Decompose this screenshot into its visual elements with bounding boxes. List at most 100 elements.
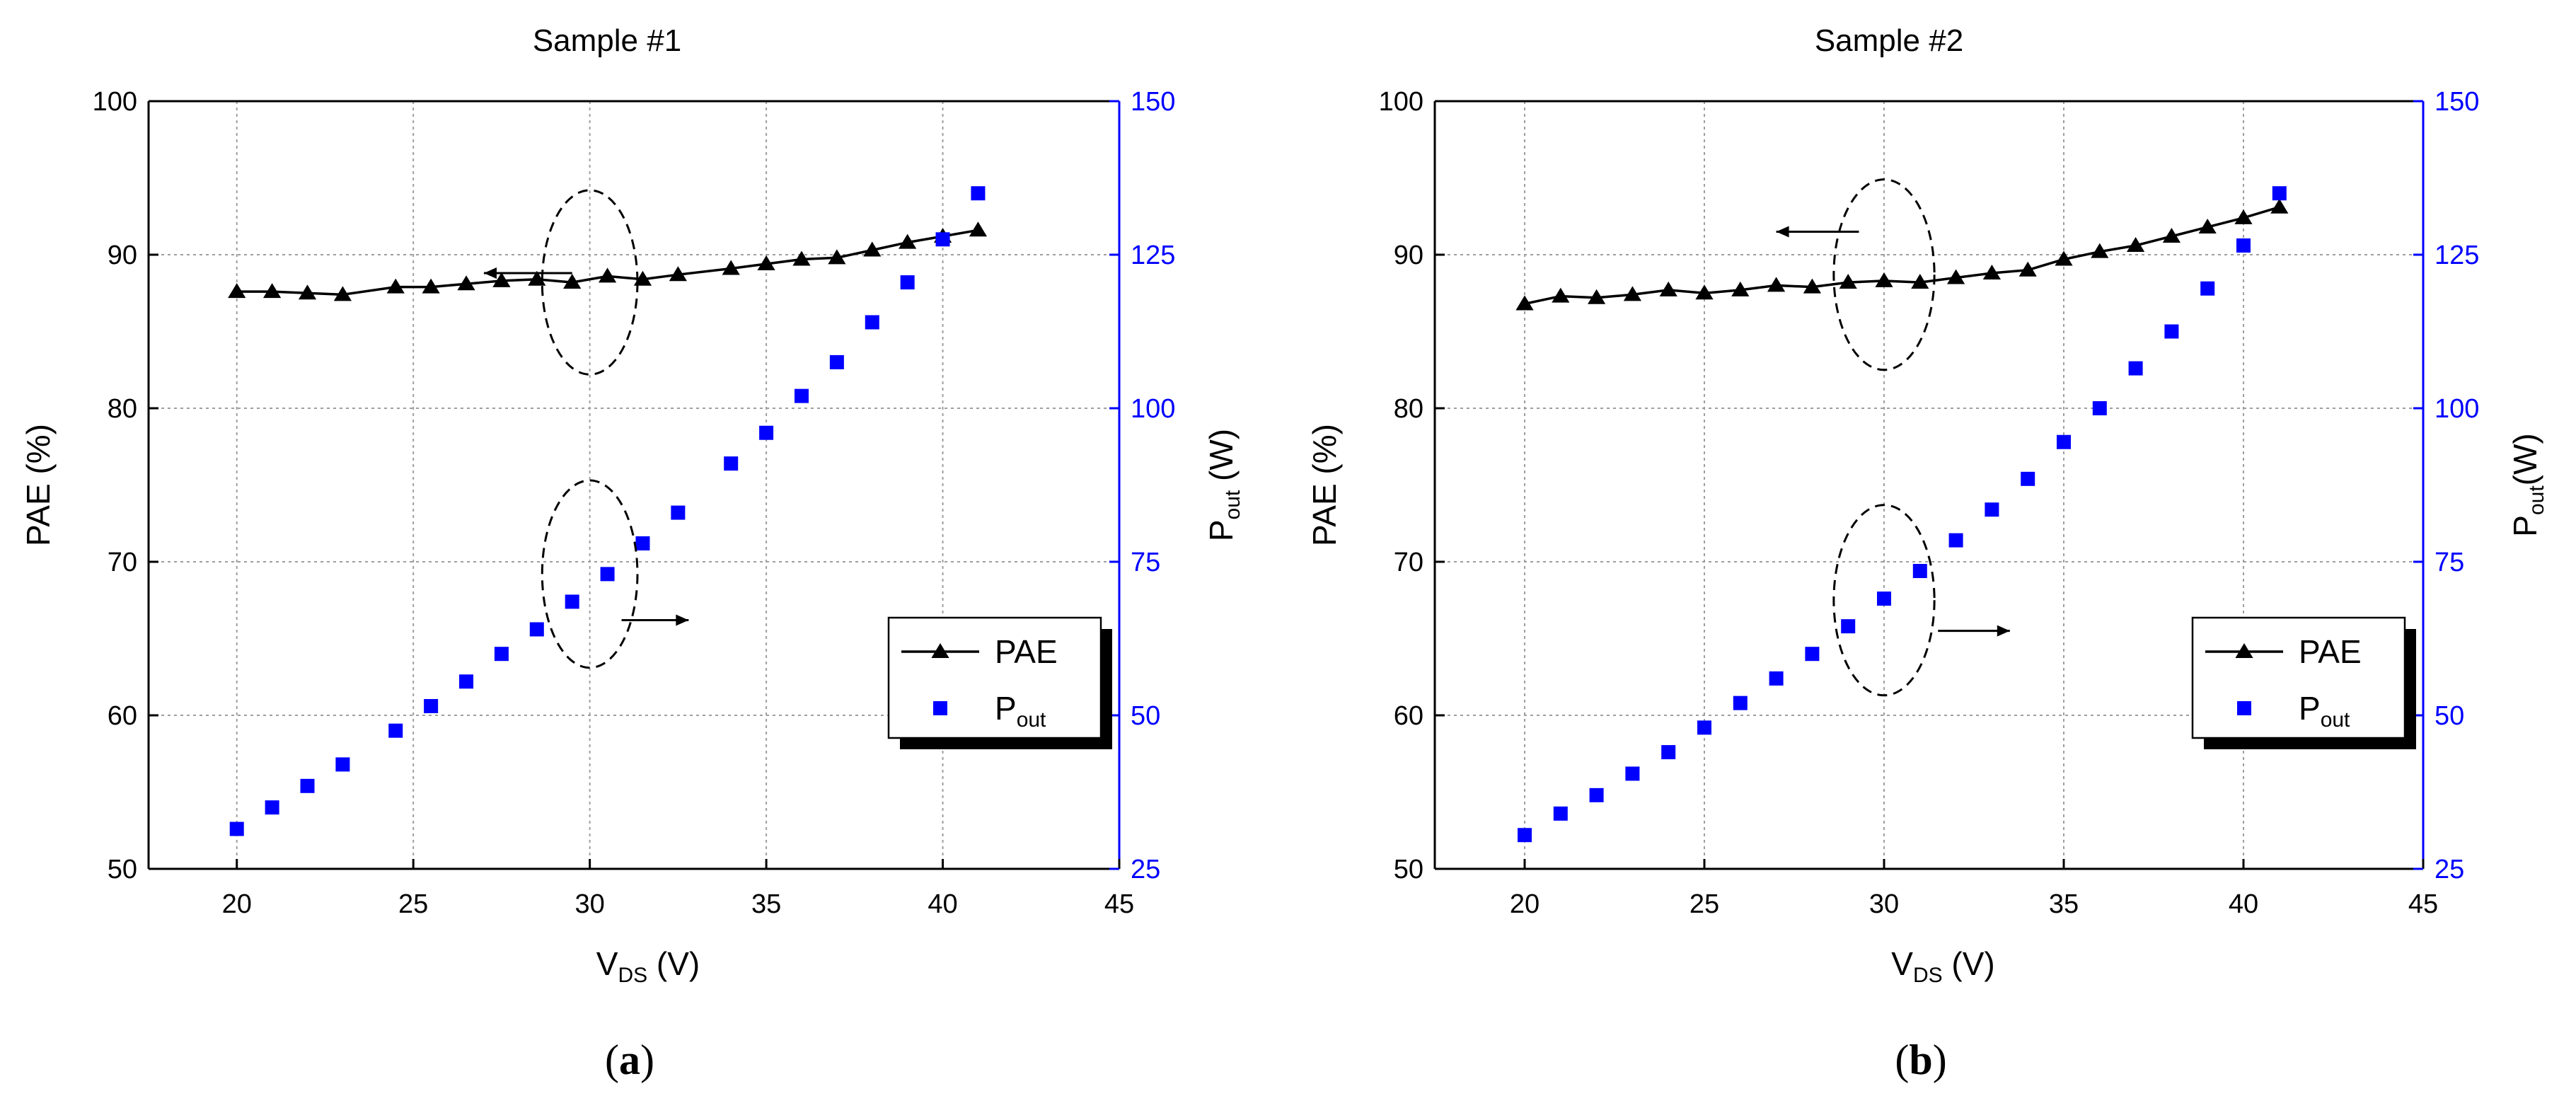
annotation-dashed-ellipse [541,189,639,376]
y-left-tick-label: 70 [1394,548,1423,577]
panel-label-letter: b [1909,1037,1932,1083]
x-tick-label: 40 [928,889,957,919]
legend-entry-label: PAE [2299,633,2362,670]
pout-data-point [459,674,474,689]
legend-entry-subscript: out [2321,708,2350,732]
pout-data-point [2092,401,2107,415]
pout-data-point [1625,766,1640,781]
legend-triangle-swatch [2235,643,2253,658]
pae-data-point [2234,209,2253,224]
legend-triangle-swatch [931,643,949,658]
x-tick-label: 30 [1869,889,1899,919]
pae-data-point [298,284,317,300]
pae-series-line [236,229,978,296]
legend-entry-pout: Pout [2237,690,2350,732]
pae-data-point [1911,274,1929,289]
pae-data-point [263,283,282,299]
y-left-tick-label: 50 [108,855,137,884]
y-right-axis-label-unit: (W) [2507,433,2543,485]
pae-data-point [669,266,687,282]
y-right-axis-label-subscript: out [2525,485,2548,515]
x-tick-label: 35 [2049,889,2079,919]
annotation-PAE-left-axis-arrow [483,189,639,376]
grid-lines [1435,101,2423,869]
pout-data-point [1948,533,1963,548]
y-right-axis-label: Pout (W) [1203,429,1244,541]
y-left-tick-label: 100 [1379,87,1423,117]
x-axis-label: VDS (V) [596,945,700,987]
pout-data-point [335,757,350,772]
pout-data-point [1589,787,1604,802]
series-pout [1518,186,2287,843]
x-tick-label: 35 [751,889,781,919]
legend-entry-subscript: out [1017,708,1046,732]
pout-data-point [865,315,879,330]
series-pae [228,221,988,301]
pout-data-point [265,800,279,815]
y-left-tick-label: 80 [108,394,137,424]
pae-data-point [563,274,582,289]
y-left-axis-label: PAE (%) [1306,424,1343,546]
pae-data-point [1875,272,1893,287]
y-right-tick-label: 100 [1131,394,1175,424]
pout-data-point [1912,564,1927,579]
pae-data-point [1947,269,1965,284]
legend: PAE Pout [2191,616,2416,749]
x-axis-label: VDS (V) [1891,945,1994,987]
y-right-tick-label: 150 [1131,87,1175,117]
series-pae [1515,198,2289,311]
pae-series-line [1524,206,2280,306]
pae-data-point [1659,281,1677,296]
pae-data-point [792,250,811,266]
pae-data-point [1731,281,1750,296]
pae-data-point [333,286,352,301]
y-right-axis-label-main: P [1203,519,1240,541]
x-axis-label-subscript: DS [1913,964,1943,987]
y-right-tick-label: 150 [2435,87,2479,117]
pae-data-point [492,272,511,287]
pout-data-point [2128,361,2143,376]
pout-data-point [794,388,809,403]
pae-data-point [1552,287,1570,303]
x-axis-label-unit: (V) [1943,945,1995,982]
pout-data-point [2057,434,2071,449]
pout-data-point [600,567,615,582]
annotation-dashed-ellipse [541,479,639,669]
pout-data-point [300,778,315,793]
legend-entry-pae: PAE [901,633,1058,670]
pae-data-point [457,275,475,291]
pae-data-point [1839,274,1857,289]
pout-data-point [565,594,579,609]
pout-data-point [2021,471,2035,486]
legend-square-swatch [2237,701,2251,715]
pout-data-point [1841,619,1856,634]
legend-entry-name: P [2299,690,2321,727]
pae-data-point [969,221,988,237]
pae-data-point [1767,277,1786,292]
y-right-tick-label: 100 [2435,394,2479,424]
legend-entry-label: Pout [2299,690,2350,732]
panel-label-open-paren: ( [1895,1037,1909,1083]
panel-label-open-paren: ( [605,1037,619,1083]
pae-data-point [1803,278,1821,294]
pae-data-point [1982,265,2001,280]
y-right-axis-label-unit: (W) [1203,429,1240,490]
pae-data-point [598,267,617,283]
pout-data-point [935,232,950,247]
pout-data-point [2272,186,2287,201]
y-right-tick-label: 50 [2435,701,2464,731]
legend-entry-label: Pout [995,690,1046,732]
pout-data-point [1553,806,1568,821]
legend-entry-pout: Pout [933,690,1046,732]
x-tick-label: 20 [1510,889,1540,919]
y-left-tick-label: 50 [1394,855,1423,884]
x-tick-label: 45 [2408,889,2438,919]
x-axis-label-subscript: DS [618,964,647,987]
pae-data-point [2018,261,2037,277]
pout-data-point [1769,671,1784,686]
pout-data-point [759,425,774,440]
legend: PAE Pout [887,616,1112,749]
pout-data-point [1877,591,1891,606]
annotation-arrow-head [676,614,689,626]
